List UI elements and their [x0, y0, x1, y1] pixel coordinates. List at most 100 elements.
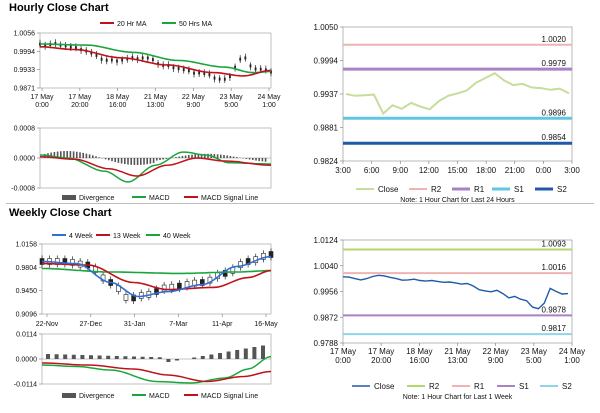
hourly-candle-body	[146, 56, 149, 60]
right-chart-2-plot-frame	[342, 239, 573, 344]
weekly-macd-legend-label-macd: MACD	[149, 393, 170, 400]
right-chart-1-xtick-label: 6:00	[364, 166, 380, 175]
right-chart-2-legend-label-close: Close	[374, 382, 395, 391]
right-chart-2-ytick-label: 1.0124	[314, 236, 339, 245]
weekly-price-ytick-label: 0.9804	[16, 265, 38, 272]
weekly-candle-body	[177, 282, 182, 290]
section-divider	[6, 203, 594, 204]
right-chart-2-legend-label-r2: R2	[429, 382, 440, 391]
hourly-candle-body	[121, 58, 124, 62]
hourly-price-ytick-label: 0.9933	[14, 67, 36, 74]
weekly-macd-legend-swatch-divergence	[62, 393, 76, 398]
right-chart-2-xtick-label: 21 May	[444, 347, 470, 356]
weekly-divergence-bar	[243, 348, 248, 359]
weekly-price-xtick-label: 22-Nov	[36, 321, 59, 328]
weekly-divergence-bar	[235, 350, 240, 359]
hourly-divergence-bar	[50, 152, 52, 158]
hourly-candle-body	[259, 67, 262, 71]
hourly-divergence-bar	[85, 153, 88, 158]
weekly-candle-body	[268, 251, 274, 258]
hourly-divergence-bar	[220, 154, 222, 158]
hourly-divergence-bar	[184, 155, 187, 158]
right-chart-1-series-close	[345, 72, 570, 116]
hourly-divergence-bar	[146, 158, 148, 165]
hourly-divergence-bar	[194, 154, 196, 158]
hourly-candle-body	[203, 71, 206, 75]
hourly-macd-legend-label-macd: MACD	[149, 195, 170, 202]
hourly-candle-body	[44, 43, 47, 47]
hourly-divergence-bar	[104, 158, 107, 160]
weekly-candle-body	[123, 294, 129, 301]
right-chart-1-xtick-label: 18:00	[476, 166, 497, 175]
hourly-candle-body	[187, 69, 190, 73]
hourly-divergence-bar	[226, 155, 228, 158]
hourly-divergence-bar	[143, 158, 145, 165]
hourly-macd-ytick-label: 0.0000	[14, 156, 36, 163]
hourly-price-xtick-label: 23 May	[220, 94, 243, 101]
hourly-divergence-bar	[232, 156, 235, 158]
hourly-price-legend-label-20-hr-ma: 20 Hr MA	[117, 21, 147, 28]
weekly-divergence-bar	[89, 355, 93, 359]
right-chart-1-note: Note: 1 Hour Chart for Last 24 Hours	[400, 197, 515, 204]
weekly-divergence-bar	[106, 355, 111, 359]
hourly-candle-body	[244, 56, 247, 60]
right-chart-1-level-label-r2: 1.0020	[542, 35, 567, 44]
hourly-divergence-bar	[229, 156, 232, 158]
hourly-divergence-bar	[162, 158, 164, 160]
hourly-candle-body	[223, 77, 226, 81]
right-chart-2-xtick-label: 23 May	[521, 347, 547, 356]
hourly-price-xtick-label: 17 May	[68, 94, 91, 101]
right-chart-2-legend-label-r1: R1	[474, 382, 485, 391]
hourly-candle-body	[172, 66, 175, 70]
weekly-divergence-bar	[140, 356, 145, 359]
hourly-price-xtick-label: 9:00	[187, 102, 201, 109]
weekly-price-plot-frame	[41, 243, 272, 315]
hourly-divergence-bar	[178, 156, 180, 158]
weekly-divergence-bar	[261, 345, 265, 359]
weekly-price-ytick-label: 0.9096	[16, 312, 38, 319]
right-chart-2-xtick-label: 17 May	[368, 347, 394, 356]
hourly-divergence-bar	[66, 151, 68, 158]
hourly-divergence-bar	[127, 158, 129, 165]
right-chart-1-ytick-label: 0.9937	[314, 90, 339, 99]
weekly-price-xtick-label: 27-Dec	[80, 321, 103, 328]
right-chart-2-series-close	[342, 274, 569, 310]
right-chart-2-ytick-label: 0.9788	[314, 339, 339, 348]
right-chart-1-legend-label-close: Close	[378, 185, 399, 194]
right-chart-2-note: Note: 1 Hour Chart for Last 1 Week	[403, 394, 513, 401]
hourly-divergence-bar	[264, 158, 267, 162]
hourly-price-xtick-label: 17 May	[31, 94, 54, 101]
hourly-divergence-bar	[79, 152, 81, 158]
hourly-price-xtick-label: 16:00	[109, 102, 127, 109]
hourly-divergence-bar	[124, 158, 126, 165]
hourly-divergence-bar	[200, 153, 203, 158]
hourly-divergence-bar	[156, 158, 158, 161]
hourly-divergence-bar	[149, 158, 152, 164]
hourly-divergence-bar	[56, 151, 59, 158]
hourly-divergence-bar	[236, 157, 238, 158]
right-chart-2-level-label-s2: 0.9817	[542, 324, 567, 333]
hourly-macd-ytick-label: 0.0008	[14, 126, 36, 133]
right-chart-2-xtick-label: 1:00	[564, 356, 580, 365]
weekly-price-xtick-label: 11-Apr	[212, 321, 233, 328]
hourly-divergence-bar	[136, 158, 139, 165]
hourly-divergence-bar	[130, 158, 132, 165]
weekly-divergence-bar	[71, 354, 76, 359]
hourly-divergence-bar	[69, 151, 72, 158]
hourly-candle-body	[208, 73, 211, 77]
weekly-price-legend-label-4-week: 4 Week	[69, 233, 93, 240]
weekly-macd-legend-label-macd-signal-line: MACD Signal Line	[201, 393, 258, 400]
weekly-candle-body	[70, 259, 75, 266]
weekly-divergence-bar	[226, 351, 231, 359]
right-chart-1-xtick-label: 15:00	[447, 166, 468, 175]
weekly-divergence-bar	[157, 357, 162, 359]
hourly-price-xtick-label: 5:00	[224, 102, 238, 109]
weekly-macd-ytick-label: 0.0000	[16, 357, 38, 364]
hourly-section-title: Hourly Close Chart	[9, 2, 109, 14]
hourly-candle-body	[182, 68, 185, 72]
hourly-candle-body	[213, 76, 216, 80]
right-chart-2-ytick-label: 0.9956	[314, 288, 339, 297]
hourly-divergence-bar	[213, 154, 216, 158]
weekly-macd-ytick-label: 0.0114	[16, 332, 37, 339]
right-chart-2-ytick-label: 0.9872	[314, 313, 339, 322]
